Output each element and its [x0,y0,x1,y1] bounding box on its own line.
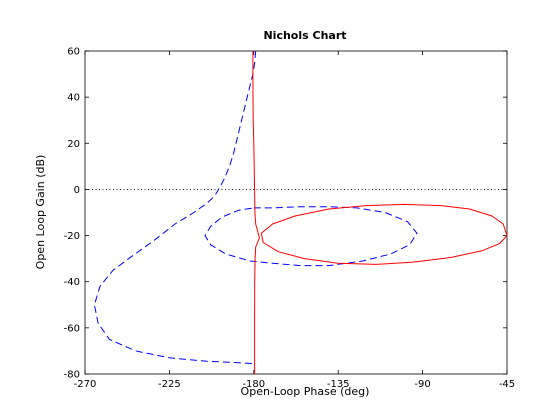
y-tick-label: -80 [64,370,80,381]
y-tick-label: 0 [74,185,80,196]
nichols-curve-1 [93,50,257,365]
x-tick-label: -270 [74,379,97,390]
y-tick-label: 60 [67,47,80,58]
y-tick-label: 40 [67,93,80,104]
y-axis-label: Open Loop Gain (dB) [34,155,47,270]
chart-title: Nichols Chart [263,29,346,42]
x-tick-label: -180 [242,379,265,390]
x-tick-label: -90 [414,379,430,390]
y-tick-label: -40 [64,277,80,288]
y-tick-label: -20 [64,231,80,242]
nichols-curve-4 [260,203,508,265]
series-layer [85,50,508,374]
x-tick-label: -225 [158,379,181,390]
plot-frame [84,50,508,375]
axis-ticks: -270 -225 -180 -135 -90 -45 -80 -60 -40 -20 0 20 40 6… [64,47,516,391]
y-tick-label: 20 [67,139,80,150]
x-tick-label: -45 [499,379,515,390]
nichols-curve-2 [204,206,418,267]
y-tick-label: -60 [64,323,80,334]
x-tick-label: -135 [327,379,350,390]
x-axis-label: Open-Loop Phase (deg) [241,385,370,398]
nichols-curve-3 [252,51,260,374]
